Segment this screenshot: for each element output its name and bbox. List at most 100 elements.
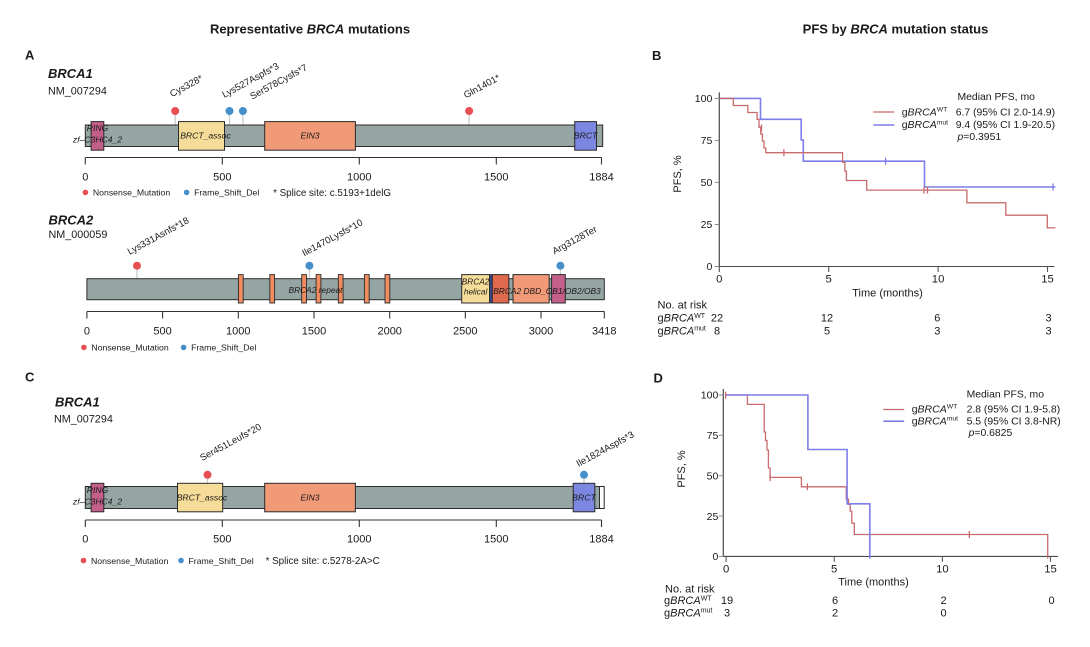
svg-text:zf–C3HC4_2: zf–C3HC4_2: [72, 496, 122, 506]
svg-text:RING: RING: [87, 485, 109, 495]
svg-text:0: 0: [716, 274, 722, 286]
svg-text:Frame_Shift_Del: Frame_Shift_Del: [189, 556, 254, 566]
svg-text:0: 0: [82, 533, 88, 545]
svg-text:2: 2: [832, 607, 838, 619]
svg-text:1500: 1500: [484, 533, 508, 545]
svg-text:BRCA2: BRCA2: [462, 276, 490, 286]
svg-text:2500: 2500: [453, 325, 477, 337]
svg-text:25: 25: [701, 219, 713, 231]
svg-text:gBRCAmut: gBRCAmut: [902, 119, 948, 131]
svg-text:500: 500: [213, 171, 231, 183]
svg-text:gBRCAWT: gBRCAWT: [658, 313, 706, 325]
svg-text:100: 100: [701, 390, 719, 402]
svg-text:BRCT_assoc: BRCT_assoc: [177, 492, 228, 502]
svg-text:10: 10: [932, 274, 945, 286]
svg-text:* Splice site: c.5193+1delG: * Splice site: c.5193+1delG: [273, 188, 391, 199]
svg-text:gBRCAWT: gBRCAWT: [664, 595, 712, 607]
svg-text:3: 3: [1045, 326, 1051, 338]
svg-text:2.8 (95% CI 1.9-5.8): 2.8 (95% CI 1.9-5.8): [967, 405, 1061, 416]
svg-text:gBRCAmut: gBRCAmut: [658, 326, 706, 338]
svg-text:6: 6: [934, 313, 940, 325]
svg-text:p=0.6825: p=0.6825: [968, 428, 1013, 439]
svg-text:Nonsense_Mutation: Nonsense_Mutation: [91, 556, 168, 566]
svg-text:1000: 1000: [347, 533, 371, 545]
svg-text:500: 500: [153, 325, 171, 337]
svg-text:C: C: [25, 370, 35, 385]
svg-text:0: 0: [84, 325, 90, 337]
svg-text:gBRCAWT: gBRCAWT: [912, 404, 958, 416]
svg-text:12: 12: [821, 313, 833, 325]
svg-text:BRCA2 repeat: BRCA2 repeat: [289, 285, 344, 295]
svg-text:Frame_Shift_Del: Frame_Shift_Del: [194, 188, 259, 198]
svg-text:p=0.3951: p=0.3951: [957, 132, 1002, 143]
svg-text:zf–C3HC4_2: zf–C3HC4_2: [72, 135, 122, 145]
svg-text:0: 0: [723, 563, 729, 575]
svg-text:9.4 (95% CI 1.9-20.5): 9.4 (95% CI 1.9-20.5): [956, 120, 1055, 131]
svg-text:NM_007294: NM_007294: [48, 86, 107, 98]
svg-text:No. at risk: No. at risk: [658, 299, 708, 311]
svg-text:Median PFS, mo: Median PFS, mo: [967, 390, 1045, 401]
svg-text:BRCA1: BRCA1: [48, 66, 93, 81]
svg-text:EIN3: EIN3: [300, 492, 319, 502]
svg-text:3: 3: [1045, 313, 1051, 325]
svg-text:3: 3: [724, 607, 730, 619]
svg-text:15: 15: [1041, 274, 1054, 286]
svg-text:0: 0: [706, 261, 712, 273]
svg-text:3418: 3418: [592, 325, 616, 337]
svg-text:helical: helical: [464, 287, 489, 297]
svg-text:5: 5: [826, 274, 832, 286]
svg-text:5.5 (95% CI 3.8-NR): 5.5 (95% CI 3.8-NR): [967, 416, 1061, 427]
svg-text:3: 3: [934, 326, 940, 338]
svg-text:500: 500: [213, 533, 231, 545]
svg-text:EIN3: EIN3: [300, 130, 319, 140]
svg-text:Nonsense_Mutation: Nonsense_Mutation: [93, 188, 170, 198]
svg-text:No. at risk: No. at risk: [665, 584, 715, 596]
svg-text:6: 6: [832, 595, 838, 607]
svg-text:1500: 1500: [302, 325, 326, 337]
svg-text:BRCA2 DBD_OB1/OB2/OB3: BRCA2 DBD_OB1/OB2/OB3: [493, 286, 601, 296]
svg-text:gBRCAmut: gBRCAmut: [664, 607, 712, 619]
svg-text:5: 5: [831, 563, 837, 575]
svg-text:22: 22: [711, 313, 723, 325]
svg-text:2000: 2000: [377, 325, 401, 337]
svg-text:5: 5: [824, 326, 830, 338]
svg-text:10: 10: [936, 563, 949, 575]
svg-text:PFS by BRCA mutation status: PFS by BRCA mutation status: [803, 22, 989, 37]
svg-text:* Splice site: c.5278-2A>C: * Splice site: c.5278-2A>C: [266, 556, 380, 567]
svg-text:RING: RING: [87, 123, 109, 133]
svg-text:6.7 (95% CI 2.0-14.9): 6.7 (95% CI 2.0-14.9): [956, 107, 1055, 118]
svg-text:50: 50: [701, 177, 713, 189]
svg-text:Nonsense_Mutation: Nonsense_Mutation: [91, 343, 168, 353]
svg-text:0: 0: [82, 171, 88, 183]
svg-text:PFS, %: PFS, %: [672, 155, 684, 193]
svg-text:15: 15: [1044, 563, 1057, 575]
svg-text:1500: 1500: [484, 171, 508, 183]
svg-text:1000: 1000: [226, 325, 250, 337]
svg-text:Median PFS, mo: Median PFS, mo: [958, 92, 1036, 103]
svg-text:50: 50: [707, 470, 719, 482]
svg-text:BRCA2: BRCA2: [49, 213, 95, 228]
svg-text:1000: 1000: [347, 171, 371, 183]
svg-text:1884: 1884: [589, 533, 613, 545]
svg-text:NM_007294: NM_007294: [54, 414, 113, 426]
svg-text:2: 2: [940, 595, 946, 607]
svg-text:A: A: [25, 48, 35, 63]
svg-text:3000: 3000: [529, 325, 553, 337]
svg-text:B: B: [652, 48, 661, 63]
svg-text:Frame_Shift_Del: Frame_Shift_Del: [191, 343, 256, 353]
svg-text:BRCT: BRCT: [574, 130, 598, 140]
svg-text:BRCA1: BRCA1: [55, 395, 100, 410]
svg-text:NM_000059: NM_000059: [49, 229, 108, 241]
svg-text:0: 0: [1048, 595, 1054, 607]
svg-text:gBRCAWT: gBRCAWT: [902, 106, 948, 118]
svg-text:100: 100: [695, 93, 713, 105]
svg-text:25: 25: [707, 511, 719, 523]
svg-text:8: 8: [714, 326, 720, 338]
svg-text:Representative BRCA mutations: Representative BRCA mutations: [210, 22, 410, 37]
svg-text:BRCT: BRCT: [572, 492, 596, 502]
svg-text:1884: 1884: [589, 171, 613, 183]
svg-text:19: 19: [721, 595, 733, 607]
svg-text:Time (months): Time (months): [852, 288, 923, 300]
svg-text:Time (months): Time (months): [838, 577, 909, 589]
svg-text:BRCT_assoc: BRCT_assoc: [180, 130, 231, 140]
